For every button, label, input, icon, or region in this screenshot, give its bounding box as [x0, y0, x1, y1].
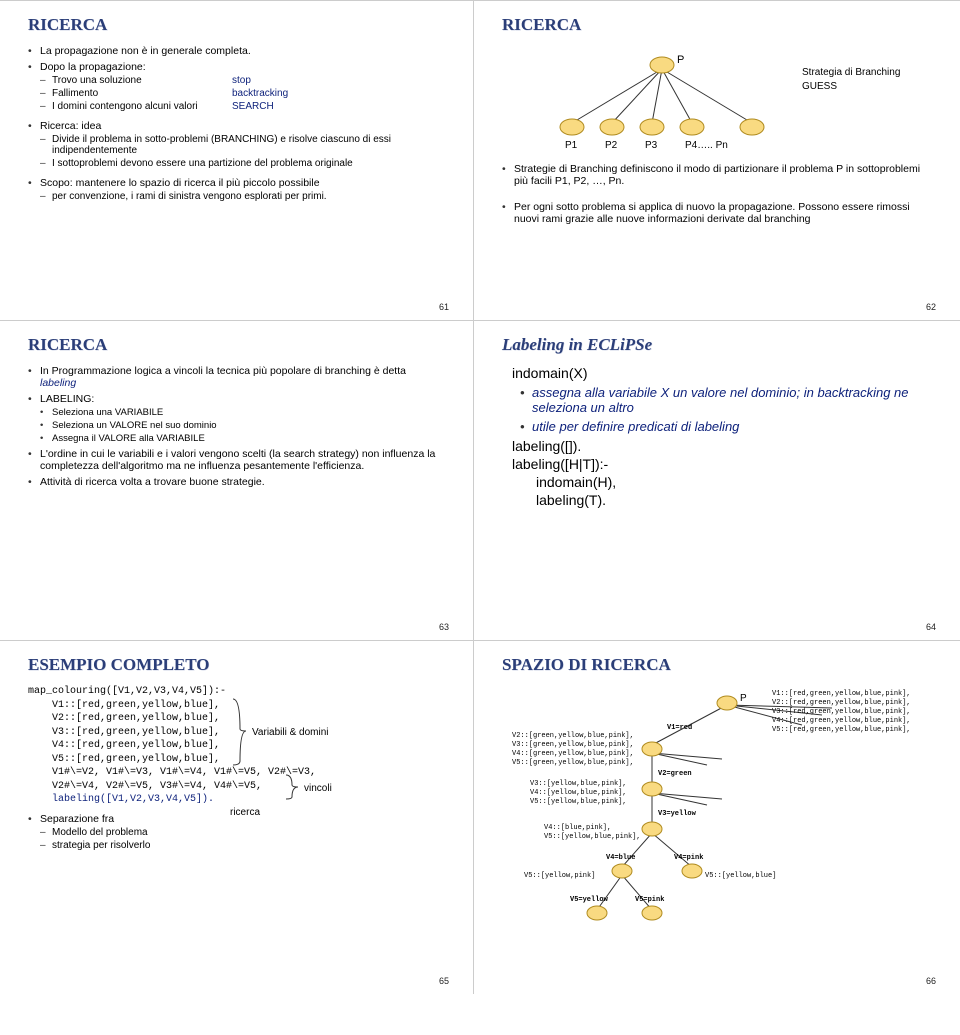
- svg-text:V4::[green,yellow,blue,pink],: V4::[green,yellow,blue,pink],: [512, 750, 634, 758]
- bullet: Dopo la propagazione: Trovo una soluzion…: [28, 61, 445, 112]
- bullet: Scopo: mantenere lo spazio di ricerca il…: [28, 177, 445, 202]
- sub-bullet: I domini contengono alcuni valori SEARCH: [40, 101, 445, 112]
- svg-text:V5=yellow: V5=yellow: [570, 896, 609, 904]
- svg-text:V1::[red,green,yellow,blue,pin: V1::[red,green,yellow,blue,pink],: [772, 690, 911, 698]
- svg-text:P4….. Pn: P4….. Pn: [685, 140, 728, 151]
- bullet: Separazione fra Modello del problema str…: [28, 813, 445, 851]
- keyword: SEARCH: [232, 101, 274, 112]
- slide-62: RICERCA P P1 P2 P3 P4….. Pn Strategia di…: [474, 0, 960, 320]
- page-number: 64: [926, 622, 936, 632]
- slide-65: ESEMPIO COMPLETO map_colouring([V1,V2,V3…: [0, 640, 474, 994]
- slide-title: SPAZIO DI RICERCA: [502, 655, 932, 675]
- slide-title: RICERCA: [28, 335, 445, 355]
- svg-text:V4::[red,green,yellow,blue,pin: V4::[red,green,yellow,blue,pink],: [772, 717, 911, 725]
- brace-annotations: Variabili & domini vincoli ricerca: [228, 695, 388, 825]
- svg-text:V2::[red,green,yellow,blue,pin: V2::[red,green,yellow,blue,pink],: [772, 699, 911, 707]
- bullet: Per ogni sotto problema si applica di nu…: [502, 201, 932, 225]
- bullet-text: Ricerca: idea: [40, 120, 101, 132]
- svg-text:V4::[yellow,blue,pink],: V4::[yellow,blue,pink],: [530, 789, 627, 797]
- svg-text:V1=red: V1=red: [667, 724, 692, 732]
- sub-label: Fallimento: [52, 88, 232, 99]
- svg-text:V3::[green,yellow,blue,pink],: V3::[green,yellow,blue,pink],: [512, 741, 634, 749]
- svg-text:P2: P2: [605, 140, 618, 151]
- slide-64: Labeling in ECLiPSe indomain(X) assegna …: [474, 320, 960, 640]
- svg-text:V3::[red,green,yellow,blue,pin: V3::[red,green,yellow,blue,pink],: [772, 708, 911, 716]
- svg-text:V5::[yellow,blue,pink],: V5::[yellow,blue,pink],: [530, 798, 627, 806]
- slide-title: RICERCA: [28, 15, 445, 35]
- bullet-text: LABELING:: [40, 393, 94, 405]
- svg-text:V4=blue: V4=blue: [606, 854, 635, 862]
- code-line: labeling([]).: [512, 438, 932, 454]
- svg-text:P: P: [740, 693, 747, 704]
- keyword: stop: [232, 75, 251, 86]
- slide-title: RICERCA: [502, 15, 932, 35]
- sub-bullet: Seleziona un VALORE nel suo dominio: [40, 420, 445, 431]
- bullet: L'ordine in cui le variabili e i valori …: [28, 448, 445, 472]
- page-number: 63: [439, 622, 449, 632]
- bullet-text: Separazione fra: [40, 813, 114, 825]
- svg-text:P: P: [677, 54, 684, 66]
- page-number: 65: [439, 976, 449, 986]
- bullet-text: assegna alla variabile X un valore nel d…: [532, 385, 909, 415]
- svg-text:V5::[green,yellow,blue,pink],: V5::[green,yellow,blue,pink],: [512, 759, 634, 767]
- branching-tree: P P1 P2 P3 P4….. Pn Strategia di Branchi…: [502, 45, 922, 155]
- sub-bullet: Fallimento backtracking: [40, 88, 445, 99]
- keyword: backtracking: [232, 88, 288, 99]
- svg-text:V5=pink: V5=pink: [635, 896, 664, 904]
- page-number: 66: [926, 976, 936, 986]
- code-line: labeling(T).: [536, 492, 932, 508]
- sub-label: I domini contengono alcuni valori: [52, 101, 232, 112]
- bullet-text: In Programmazione logica a vincoli la te…: [40, 365, 406, 377]
- bullet: assegna alla variabile X un valore nel d…: [520, 385, 932, 415]
- search-tree: P V1::[red,green,yellow,blue,pink], V2::…: [502, 685, 932, 955]
- svg-text:V5::[yellow,pink]: V5::[yellow,pink]: [524, 872, 595, 880]
- page-number: 61: [439, 302, 449, 312]
- bullet: LABELING: Seleziona una VARIABILE Selezi…: [28, 393, 445, 444]
- svg-text:V2=green: V2=green: [658, 770, 692, 778]
- page-number: 62: [926, 302, 936, 312]
- sub-bullet: Modello del problema: [40, 827, 445, 838]
- annotation-label: vincoli: [304, 783, 332, 794]
- svg-text:GUESS: GUESS: [802, 81, 837, 92]
- svg-text:P1: P1: [565, 140, 578, 151]
- keyword: labeling: [40, 377, 76, 389]
- svg-text:V4=pink: V4=pink: [674, 854, 703, 862]
- bullet: Ricerca: idea Divide il problema in sott…: [28, 120, 445, 169]
- svg-text:P3: P3: [645, 140, 658, 151]
- code-line: indomain(X): [512, 365, 932, 381]
- bullet: In Programmazione logica a vincoli la te…: [28, 365, 445, 389]
- bullet: Attività di ricerca volta a trovare buon…: [28, 476, 445, 488]
- slide-61: RICERCA La propagazione non è in general…: [0, 0, 474, 320]
- code-line: indomain(H),: [536, 474, 932, 490]
- bullet: La propagazione non è in generale comple…: [28, 45, 445, 57]
- svg-text:V5::[red,green,yellow,blue,pin: V5::[red,green,yellow,blue,pink],: [772, 726, 911, 734]
- sub-bullet: I sottoproblemi devono essere una partiz…: [40, 158, 445, 169]
- bullet: Strategie di Branching definiscono il mo…: [502, 163, 932, 187]
- svg-text:V3::[yellow,blue,pink],: V3::[yellow,blue,pink],: [530, 780, 627, 788]
- bullet: utile per definire predicati di labeling: [520, 419, 932, 434]
- svg-text:Strategia di Branching: Strategia di Branching: [802, 67, 900, 78]
- slide-66: SPAZIO DI RICERCA: [474, 640, 960, 994]
- svg-text:V3=yellow: V3=yellow: [658, 810, 697, 818]
- svg-text:V2::[green,yellow,blue,pink],: V2::[green,yellow,blue,pink],: [512, 732, 634, 740]
- annotation-label: Variabili & domini: [252, 727, 329, 738]
- sub-bullet: strategia per risolverlo: [40, 840, 445, 851]
- sub-bullet: per convenzione, i rami di sinistra veng…: [40, 191, 445, 202]
- sub-bullet: Trovo una soluzione stop: [40, 75, 445, 86]
- svg-text:V5::[yellow,blue,pink],: V5::[yellow,blue,pink],: [544, 833, 641, 841]
- sub-label: Trovo una soluzione: [52, 75, 232, 86]
- slide-title: Labeling in ECLiPSe: [502, 335, 932, 355]
- sub-bullet: Seleziona una VARIABILE: [40, 407, 445, 418]
- svg-text:V5::[yellow,blue]: V5::[yellow,blue]: [705, 872, 776, 880]
- bullet-text: Scopo: mantenere lo spazio di ricerca il…: [40, 177, 320, 189]
- svg-text:V4::[blue,pink],: V4::[blue,pink],: [544, 824, 611, 832]
- slide-63: RICERCA In Programmazione logica a vinco…: [0, 320, 474, 640]
- sub-bullet: Assegna il VALORE alla VARIABILE: [40, 433, 445, 444]
- slide-title: ESEMPIO COMPLETO: [28, 655, 445, 675]
- sub-bullet: Divide il problema in sotto-problemi (BR…: [40, 134, 445, 156]
- code-line: labeling([H|T]):-: [512, 456, 932, 472]
- bullet-text: Dopo la propagazione:: [40, 61, 146, 73]
- bullet-text: utile per definire predicati di labeling: [532, 419, 739, 434]
